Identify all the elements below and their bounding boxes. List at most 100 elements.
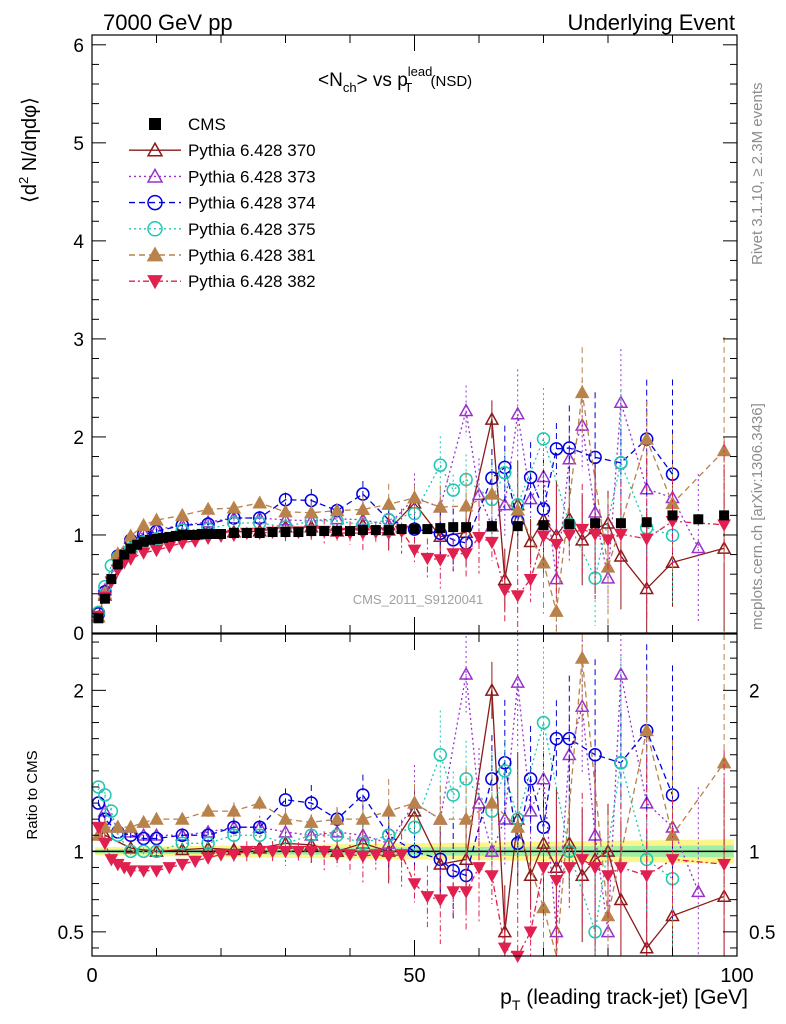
ratio-point-s382 bbox=[343, 849, 357, 862]
cms-point bbox=[151, 533, 162, 544]
ratio-point-s382 bbox=[149, 865, 164, 878]
top-point-s375 bbox=[536, 432, 551, 446]
ratio-line-s373 bbox=[104, 674, 699, 932]
ratio-point-s382 bbox=[614, 862, 628, 875]
ratio-point-s370 bbox=[536, 835, 551, 849]
cms-point bbox=[145, 534, 156, 545]
ratio-point-s375 bbox=[407, 820, 422, 834]
cms-point bbox=[177, 529, 188, 540]
top-point-s382 bbox=[588, 528, 602, 542]
ratio-point-s370 bbox=[639, 940, 654, 954]
top-point-s381 bbox=[484, 486, 500, 500]
top-point-s370 bbox=[484, 411, 500, 425]
cms-point bbox=[164, 531, 175, 542]
top-point-s373 bbox=[329, 511, 345, 525]
top-point-s382 bbox=[136, 547, 151, 560]
cms-point bbox=[383, 525, 394, 536]
top-ylabel: ⟨d2 N/dηdφ⟩ bbox=[16, 97, 41, 203]
top-point-s381 bbox=[458, 498, 474, 512]
top-point-s381 bbox=[574, 384, 590, 399]
cms-point bbox=[590, 518, 601, 529]
bottom-ytick-label-right: 1 bbox=[749, 842, 760, 863]
ratio-point-s381 bbox=[381, 803, 396, 817]
top-ytick-label: 6 bbox=[73, 36, 84, 57]
ratio-point-s375 bbox=[98, 788, 112, 802]
top-point-s381 bbox=[639, 431, 654, 445]
ratio-point-s382 bbox=[381, 850, 396, 864]
ratio-point-s382 bbox=[575, 854, 590, 867]
ratio-point-s374 bbox=[278, 793, 293, 807]
ratio-point-s382 bbox=[717, 858, 731, 872]
ratio-point-s375 bbox=[123, 844, 138, 859]
top-point-s382 bbox=[549, 538, 564, 552]
legend-label-s370: Pythia 6.428 370 bbox=[188, 141, 316, 160]
top-point-s382 bbox=[639, 533, 654, 546]
cms-point bbox=[564, 519, 575, 530]
top-point-s381 bbox=[226, 500, 242, 514]
ratio-point-s374 bbox=[549, 731, 564, 746]
ratio-point-s382 bbox=[317, 846, 332, 859]
top-ytick-label: 5 bbox=[73, 134, 84, 155]
ratio-point-s382 bbox=[549, 875, 564, 888]
top-line-s374 bbox=[97, 438, 674, 615]
top-point-s382 bbox=[601, 534, 615, 547]
ratio-point-s373 bbox=[329, 824, 345, 838]
top-point-s382 bbox=[536, 530, 551, 543]
cms-point bbox=[357, 525, 368, 536]
top-point-s381 bbox=[252, 495, 267, 509]
bottom-ytick-label: 1 bbox=[73, 842, 84, 863]
cms-point bbox=[293, 527, 304, 538]
cms-point bbox=[719, 510, 730, 521]
ratio-point-s375 bbox=[446, 788, 460, 802]
ratio-point-s375 bbox=[588, 925, 602, 939]
legend-marker-s374 bbox=[147, 194, 163, 211]
ratio-point-s370 bbox=[716, 888, 732, 902]
ratio-point-s382 bbox=[304, 846, 319, 859]
ratio-point-s382 bbox=[291, 846, 306, 859]
top-point-s381 bbox=[149, 512, 164, 526]
top-point-s374 bbox=[562, 441, 577, 455]
ratio-point-s381 bbox=[665, 827, 680, 841]
top-point-s381 bbox=[510, 502, 525, 516]
ratio-point-s382 bbox=[523, 926, 538, 939]
cms-point bbox=[203, 528, 214, 539]
top-point-s381 bbox=[433, 499, 448, 513]
ratio-point-s382 bbox=[252, 846, 267, 859]
ratio-point-s373 bbox=[691, 884, 706, 898]
cms-point bbox=[486, 521, 497, 532]
top-point-s370 bbox=[600, 515, 616, 529]
top-ytick-label: 2 bbox=[73, 428, 84, 449]
ratio-point-s382 bbox=[239, 846, 254, 859]
ratio-series-s373 bbox=[97, 634, 706, 956]
top-point-s381 bbox=[407, 490, 422, 504]
top-point-s381 bbox=[175, 507, 190, 521]
top-point-s375 bbox=[433, 458, 448, 472]
cms-point bbox=[93, 613, 104, 624]
header-right: Underlying Event bbox=[567, 10, 735, 35]
xtick-label: 100 bbox=[720, 965, 753, 987]
bottom-ylabel: Ratio to CMS bbox=[24, 750, 41, 839]
top-point-s382 bbox=[459, 548, 473, 561]
top-point-s382 bbox=[433, 554, 448, 567]
top-point-s370 bbox=[716, 540, 732, 554]
ratio-point-s382 bbox=[562, 862, 577, 875]
top-point-s381 bbox=[355, 501, 371, 516]
ratio-point-s382 bbox=[175, 858, 190, 872]
cms-point bbox=[422, 524, 433, 535]
cms-point bbox=[396, 524, 407, 535]
cms-point bbox=[157, 532, 168, 543]
cms-point bbox=[190, 529, 201, 540]
ratio-point-s373 bbox=[471, 795, 487, 809]
legend-marker-s375 bbox=[147, 221, 163, 237]
cms-point bbox=[345, 526, 355, 537]
legend-label-s375: Pythia 6.428 375 bbox=[188, 220, 316, 239]
top-point-s381 bbox=[278, 504, 293, 518]
ratio-point-s375 bbox=[252, 828, 267, 842]
ratio-point-s374 bbox=[227, 820, 241, 834]
top-point-s374 bbox=[407, 522, 422, 536]
cms-point bbox=[280, 527, 291, 538]
cms-point bbox=[615, 518, 626, 529]
ratio-point-s381 bbox=[407, 795, 422, 809]
top-series-s381 bbox=[91, 336, 732, 633]
top-point-s382 bbox=[614, 528, 628, 542]
